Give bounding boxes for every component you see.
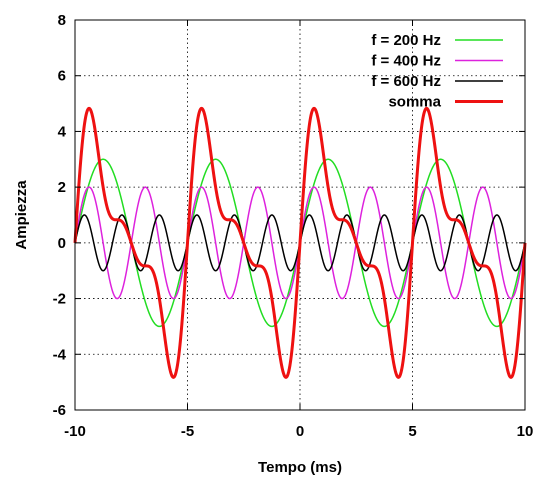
y-tick-label: 6 bbox=[58, 68, 66, 85]
y-tick-label: -4 bbox=[53, 346, 67, 363]
x-tick-label: -10 bbox=[64, 423, 86, 440]
y-tick-label: 4 bbox=[58, 123, 67, 140]
ticks: -10 -5 0 5 10 -6 -4 -2 0 2 4 6 8 bbox=[53, 12, 534, 440]
grid bbox=[75, 20, 525, 410]
x-tick-label: 5 bbox=[408, 423, 416, 440]
series-group bbox=[73, 106, 527, 379]
legend-label-4: somma bbox=[388, 94, 441, 111]
y-tick-label: 8 bbox=[58, 12, 66, 29]
legend-label-2: f = 400 Hz bbox=[371, 53, 441, 70]
y-tick-label: 0 bbox=[58, 235, 66, 252]
x-tick-label: 10 bbox=[517, 423, 534, 440]
legend: f = 200 Hz f = 400 Hz f = 600 Hz somma bbox=[371, 32, 503, 111]
y-tick-label: -6 bbox=[53, 402, 66, 419]
x-tick-label: 0 bbox=[296, 423, 304, 440]
y-tick-label: -2 bbox=[53, 291, 66, 308]
x-tick-label: -5 bbox=[181, 423, 194, 440]
legend-label-3: f = 600 Hz bbox=[371, 73, 441, 90]
x-axis-title: Tempo (ms) bbox=[258, 459, 342, 476]
legend-label-1: f = 200 Hz bbox=[371, 32, 441, 49]
y-tick-label: 2 bbox=[58, 179, 66, 196]
series-line-4 bbox=[73, 106, 527, 379]
y-axis-title: Ampiezza bbox=[13, 180, 30, 250]
